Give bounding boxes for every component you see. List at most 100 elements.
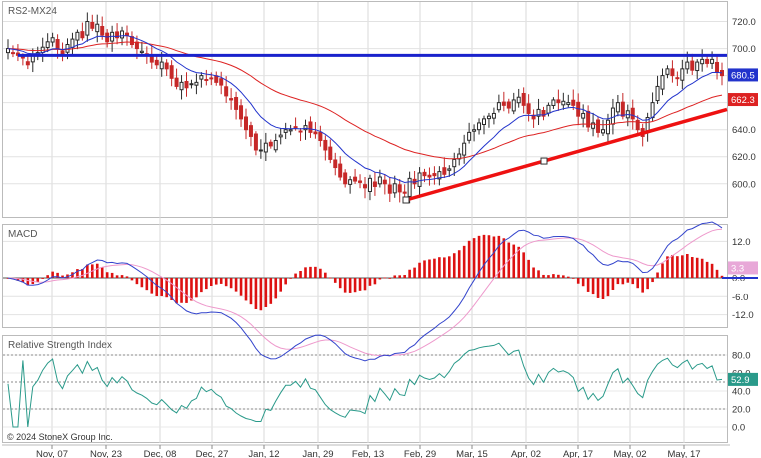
candle-body: [90, 21, 95, 29]
candle-body: [526, 103, 531, 114]
macd-histogram-bar: [661, 263, 664, 278]
macd-histogram-bar: [512, 244, 516, 278]
macd-histogram-badge: -0.8: [731, 283, 747, 294]
rsi-tick-label: 40.0: [732, 387, 751, 398]
macd-histogram-bar: [244, 278, 248, 301]
macd-line: [7, 221, 723, 362]
candle-body: [462, 142, 467, 156]
candle-body: [690, 60, 695, 71]
candle-body: [387, 184, 392, 194]
candle-body: [313, 131, 318, 135]
macd-panel-title: MACD: [8, 229, 37, 240]
macd-histogram-bar: [135, 278, 139, 285]
macd-histogram-bar: [492, 236, 496, 278]
candle-body: [511, 99, 516, 112]
macd-histogram-bar: [363, 278, 367, 291]
macd-histogram-bar: [646, 278, 649, 290]
candle-body: [80, 31, 85, 39]
macd-histogram-bar: [348, 278, 352, 293]
candle-body: [660, 75, 665, 90]
candle-body: [358, 180, 363, 183]
x-tick-label: Dec, 27: [196, 449, 229, 458]
macd-histogram-bar: [656, 272, 659, 278]
candle-body: [214, 75, 219, 83]
candle-body: [561, 100, 566, 106]
macd-histogram-bar: [21, 278, 25, 283]
macd-histogram-bar: [234, 278, 238, 292]
macd-histogram-bar: [239, 278, 243, 296]
candle-body: [50, 37, 55, 43]
macd-histogram-bar: [443, 257, 446, 278]
candle-body: [174, 77, 179, 87]
x-tick-label: May, 02: [613, 449, 646, 458]
price-tick-label: 700.0: [732, 44, 756, 55]
macd-histogram-bar: [547, 275, 550, 278]
macd-histogram-bar: [229, 278, 233, 289]
macd-histogram-bar: [562, 275, 565, 278]
macd-histogram-bar: [155, 278, 159, 297]
macd-tick-label: -6.0: [732, 292, 748, 303]
macd-histogram-bar: [338, 278, 342, 289]
macd-histogram-bar: [527, 259, 530, 278]
macd-histogram-bar: [130, 278, 134, 281]
macd-histogram-bar: [219, 278, 223, 284]
candle-body: [452, 158, 457, 168]
candle-body: [655, 85, 660, 102]
candle-body: [338, 163, 343, 178]
candle-body: [139, 50, 144, 54]
macd-histogram-bar: [160, 278, 164, 296]
macd-histogram-bar: [685, 254, 689, 278]
macd-histogram-bar: [542, 274, 545, 278]
macd-histogram-bar: [304, 267, 307, 278]
candle-body: [125, 32, 129, 36]
macd-histogram-bar: [626, 278, 630, 283]
macd-histogram-bar: [566, 276, 570, 278]
candle-body: [670, 68, 675, 77]
candle-body: [467, 131, 472, 141]
macd-histogram-badge-bg: [728, 280, 758, 294]
trendline-mid-handle: [540, 157, 548, 165]
macd-histogram-bar: [408, 269, 411, 278]
fast-moving-average-line: [7, 35, 723, 184]
macd-histogram-bar: [641, 278, 644, 293]
candle-body: [234, 97, 239, 110]
macd-histogram-bar: [249, 278, 253, 305]
candle-body: [367, 177, 372, 192]
macd-histogram-bar: [576, 278, 580, 284]
macd-histogram-bar: [413, 267, 416, 278]
macd-histogram-bar: [185, 278, 188, 303]
rsi-line: [7, 342, 723, 428]
macd-histogram-bar: [671, 254, 674, 278]
candle-body: [278, 134, 283, 138]
candle-body: [189, 83, 194, 86]
macd-histogram-bar: [205, 278, 208, 290]
candle-body: [343, 172, 348, 185]
candle-body: [219, 78, 224, 86]
candle-body: [75, 31, 80, 41]
copyright-text: © 2024 StoneX Group Inc.: [7, 432, 113, 442]
candle-body: [491, 112, 496, 119]
macd-histogram-bar: [571, 278, 575, 279]
macd-histogram-bar: [115, 275, 119, 278]
macd-histogram-bar: [328, 277, 332, 279]
macd-histogram-bar: [314, 266, 317, 278]
candle-body: [377, 176, 382, 185]
candle-body: [571, 99, 576, 106]
macd-histogram-bar: [487, 235, 491, 278]
candle-body: [635, 119, 640, 131]
candle-body: [472, 129, 477, 132]
macd-histogram-bar: [522, 252, 525, 278]
candle-body: [397, 184, 402, 193]
macd-histogram-bar: [294, 273, 297, 278]
candle-body: [70, 38, 75, 48]
rsi-tick-label: 20.0: [732, 405, 751, 416]
macd-histogram-bar: [289, 278, 292, 279]
candle-body: [581, 112, 586, 119]
candle-body: [680, 68, 685, 81]
candle-body: [422, 171, 427, 177]
x-tick-label: Jan, 29: [302, 449, 333, 458]
candle-body: [546, 104, 551, 114]
candle-body: [496, 102, 501, 111]
candle-body: [159, 61, 164, 70]
